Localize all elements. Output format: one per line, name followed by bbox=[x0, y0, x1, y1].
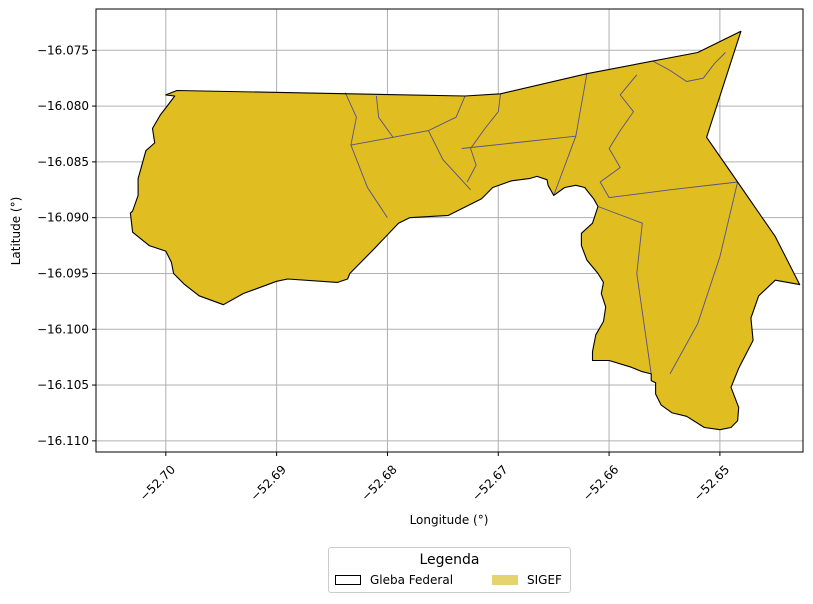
sigef-parcel-line-9 bbox=[669, 181, 739, 375]
axes-frame bbox=[95, 8, 804, 453]
sigef-parcel-line-4 bbox=[461, 135, 576, 149]
outline-swatch-icon bbox=[335, 575, 361, 585]
y-tick-label-2: −16.085 bbox=[37, 155, 89, 169]
x-tick-label-0: −52.70 bbox=[137, 462, 178, 503]
y-tick-label-4: −16.095 bbox=[37, 266, 89, 280]
sigef-parcel-line-2 bbox=[375, 95, 394, 138]
fill-swatch-icon bbox=[492, 575, 518, 585]
y-tick-label-3: −16.090 bbox=[37, 211, 89, 225]
legend-label-gleba-federal: Gleba Federal bbox=[370, 573, 454, 587]
sigef-parcel-line-7 bbox=[599, 74, 638, 198]
gleba-federal-boundary bbox=[129, 30, 801, 431]
sigef-area bbox=[130, 31, 800, 430]
y-tick-label-0: −16.075 bbox=[37, 43, 89, 57]
sigef-parcel-line-5 bbox=[553, 73, 588, 196]
y-tick-label-7: −16.110 bbox=[37, 434, 89, 448]
y-axis-label: Latitude (°) bbox=[9, 197, 23, 266]
y-ticks: −16.075 −16.080 −16.085 −16.090 −16.095 −16.1… bbox=[37, 43, 96, 448]
sigef-parcel-line-8 bbox=[609, 181, 738, 199]
legend-entry-gleba-federal: Gleba Federal bbox=[335, 573, 453, 587]
x-tick-label-2: −52.68 bbox=[358, 462, 399, 503]
x-tick-label-3: −52.67 bbox=[469, 462, 510, 503]
x-ticks: −52.70 −52.69 −52.68 −52.67 −52.66 −52.65 bbox=[137, 452, 732, 504]
sigef-parcel-line-6 bbox=[466, 93, 501, 183]
map-layers bbox=[129, 30, 801, 431]
legend-title: Legenda bbox=[419, 552, 480, 568]
x-tick-label-1: −52.69 bbox=[248, 462, 289, 503]
x-axis-label: Longitude (°) bbox=[410, 513, 489, 527]
legend-label-sigef: SIGEF bbox=[527, 573, 562, 587]
x-tick-label-4: −52.66 bbox=[580, 462, 621, 503]
y-tick-label-1: −16.080 bbox=[37, 99, 89, 113]
legend-entry-sigef: SIGEF bbox=[492, 573, 562, 587]
sigef-parcel-line-11 bbox=[653, 52, 726, 82]
y-tick-label-6: −16.105 bbox=[37, 378, 89, 392]
sigef-parcel-line-3 bbox=[427, 130, 471, 191]
x-tick-label-5: −52.65 bbox=[691, 462, 732, 503]
y-tick-label-5: −16.100 bbox=[37, 322, 89, 336]
sigef-parcel-line-10 bbox=[597, 206, 652, 374]
legend-box: Legenda Gleba Federal SIGEF bbox=[328, 547, 571, 593]
